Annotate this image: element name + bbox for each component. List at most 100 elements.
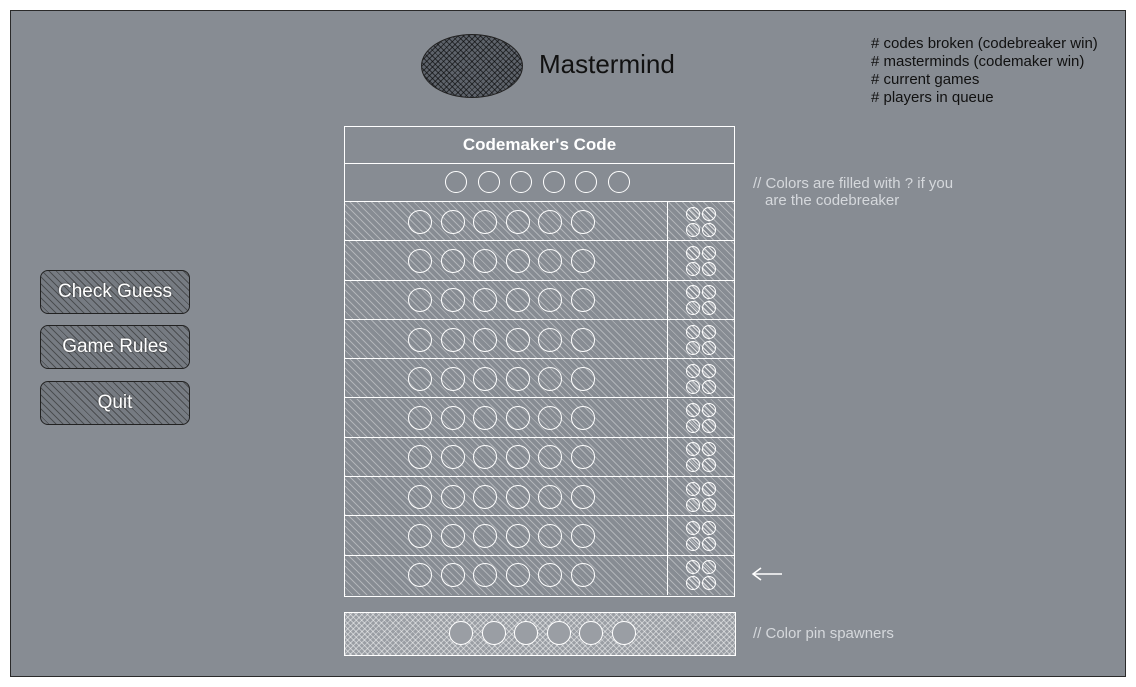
guess-peg-slot[interactable]	[440, 366, 465, 391]
feedback-peg	[686, 222, 700, 237]
guess-peg-slot[interactable]	[408, 445, 432, 470]
guess-peg-slot[interactable]	[408, 484, 432, 509]
feedback-peg	[702, 285, 716, 300]
guess-peg-slot[interactable]	[440, 209, 465, 234]
guess-peg-slot[interactable]	[505, 327, 530, 352]
guess-peg-slot[interactable]	[505, 406, 530, 431]
guess-peg-slot[interactable]	[408, 327, 432, 352]
guess-peg-slot[interactable]	[570, 288, 595, 313]
guess-peg-slot[interactable]	[473, 209, 497, 234]
guess-peg-slot[interactable]	[538, 248, 562, 273]
guess-peg-slot[interactable]	[505, 484, 530, 509]
guess-row	[345, 477, 734, 517]
guess-peg-slot[interactable]	[408, 524, 432, 549]
feedback-pegs	[667, 280, 734, 319]
guess-peg-slot[interactable]	[538, 484, 562, 509]
arrow-left-icon	[751, 567, 782, 581]
guess-peg-slot[interactable]	[538, 327, 562, 352]
guess-peg-slot[interactable]	[570, 327, 595, 352]
guess-peg-slot[interactable]	[473, 445, 497, 470]
guess-peg-slot[interactable]	[440, 327, 465, 352]
guess-peg-slot[interactable]	[538, 288, 562, 313]
guess-peg-slot[interactable]	[505, 288, 530, 313]
guess-peg-slot[interactable]	[473, 327, 497, 352]
guess-peg-slot[interactable]	[440, 248, 465, 273]
feedback-peg	[686, 458, 700, 473]
feedback-pegs	[667, 555, 734, 595]
color-pin[interactable]	[579, 621, 603, 645]
feedback-peg	[702, 576, 716, 591]
feedback-pegs	[667, 319, 734, 359]
check-guess-button[interactable]: Check Guess	[40, 270, 190, 314]
stats-panel: # codes broken (codebreaker win) # maste…	[871, 35, 1098, 107]
guess-peg-slot[interactable]	[505, 563, 530, 588]
guess-peg-slot[interactable]	[505, 445, 530, 470]
guess-row	[345, 202, 734, 242]
feedback-peg	[686, 324, 700, 339]
guess-peg-slot[interactable]	[570, 524, 595, 549]
guess-peg-slot[interactable]	[538, 406, 562, 431]
guess-peg-slot[interactable]	[473, 288, 497, 313]
guess-peg-slot[interactable]	[408, 366, 432, 391]
guess-peg-slot[interactable]	[408, 563, 432, 588]
guess-row	[345, 280, 734, 320]
feedback-pegs	[667, 477, 734, 516]
guess-peg-slot[interactable]	[473, 563, 497, 588]
color-pin[interactable]	[514, 621, 538, 645]
guess-peg-slot[interactable]	[570, 248, 595, 273]
codemaker-code-row	[345, 164, 734, 202]
guess-peg-slot[interactable]	[505, 524, 530, 549]
guess-peg-slot[interactable]	[408, 288, 432, 313]
guess-peg-slot[interactable]	[570, 366, 595, 391]
app-window: Mastermind # codes broken (codebreaker w…	[10, 10, 1126, 677]
guess-peg-slot[interactable]	[440, 524, 465, 549]
guess-peg-slot[interactable]	[408, 248, 432, 273]
guess-peg-slot[interactable]	[440, 406, 465, 431]
guess-peg-slot[interactable]	[538, 366, 562, 391]
feedback-peg	[686, 560, 700, 575]
quit-button[interactable]: Quit	[40, 381, 190, 425]
code-note: // Colors are filled with ? if you are t…	[753, 175, 983, 209]
guess-peg-slot[interactable]	[570, 563, 595, 588]
guess-peg-slot[interactable]	[505, 248, 530, 273]
feedback-pegs	[667, 437, 734, 477]
guess-peg-slot[interactable]	[538, 209, 562, 234]
color-pin[interactable]	[611, 621, 636, 645]
feedback-peg	[702, 324, 716, 339]
guess-peg-slot[interactable]	[473, 524, 497, 549]
guess-peg-slot[interactable]	[538, 563, 562, 588]
guess-peg-slot[interactable]	[505, 209, 530, 234]
feedback-peg	[702, 222, 716, 237]
color-pin[interactable]	[449, 621, 473, 645]
guess-peg-slot[interactable]	[570, 445, 595, 470]
guess-peg-slot[interactable]	[538, 524, 562, 549]
feedback-peg	[702, 560, 716, 575]
guess-peg-slot[interactable]	[473, 248, 497, 273]
guess-peg-slot[interactable]	[570, 406, 595, 431]
guess-peg-slot[interactable]	[473, 406, 497, 431]
guess-peg-slot[interactable]	[473, 484, 497, 509]
color-pin[interactable]	[481, 621, 506, 645]
guess-peg-slot[interactable]	[408, 406, 432, 431]
stat-current-games: # current games	[871, 71, 980, 88]
guess-peg-slot[interactable]	[440, 445, 465, 470]
feedback-peg	[702, 363, 716, 378]
guess-row	[345, 516, 734, 556]
guess-peg-slot[interactable]	[440, 288, 465, 313]
feedback-peg	[686, 340, 700, 355]
feedback-peg	[702, 206, 716, 221]
feedback-peg	[702, 379, 716, 394]
guess-peg-slot[interactable]	[538, 445, 562, 470]
guess-peg-slot[interactable]	[440, 484, 465, 509]
feedback-peg	[702, 481, 716, 496]
color-pin[interactable]	[546, 621, 571, 645]
game-rules-button[interactable]: Game Rules	[40, 325, 190, 369]
guess-peg-slot[interactable]	[570, 209, 595, 234]
feedback-peg	[702, 458, 716, 473]
guess-peg-slot[interactable]	[505, 366, 530, 391]
feedback-peg	[702, 301, 716, 316]
guess-peg-slot[interactable]	[440, 563, 465, 588]
guess-peg-slot[interactable]	[408, 209, 432, 234]
guess-peg-slot[interactable]	[473, 366, 497, 391]
guess-peg-slot[interactable]	[570, 484, 595, 509]
